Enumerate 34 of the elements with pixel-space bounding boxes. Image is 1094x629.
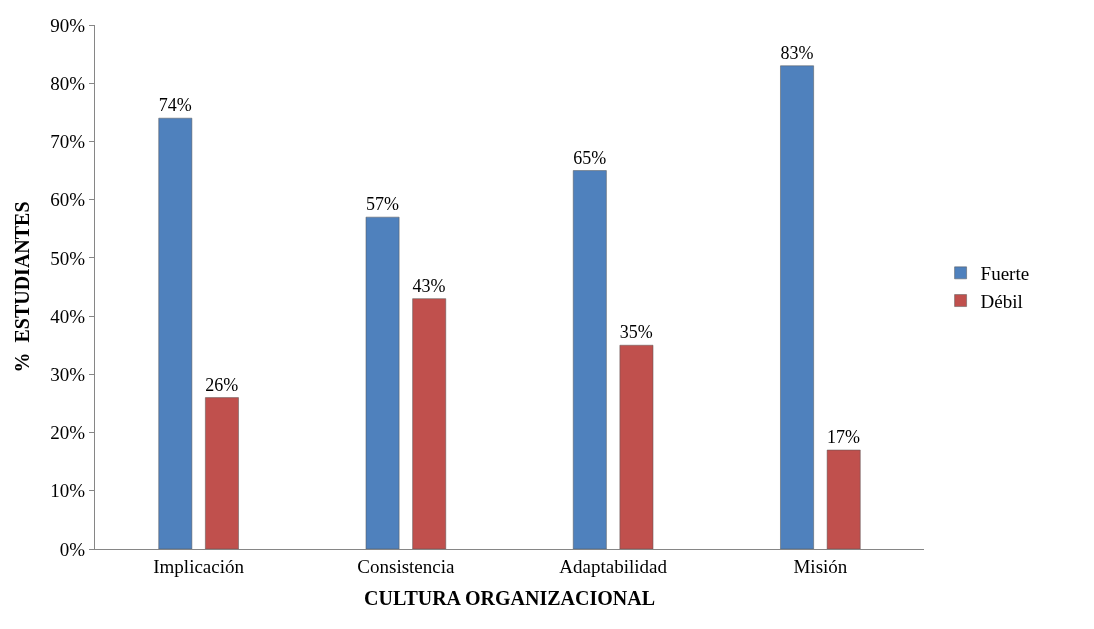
bar [365,216,400,549]
data-label: 74% [158,95,192,116]
bar [619,344,654,549]
bar [158,117,193,549]
x-tick-label: Implicación [153,555,245,577]
y-tick-label: 50% [50,247,86,269]
y-tick-label: 70% [50,131,86,153]
bar [780,65,814,549]
legend-label: Fuerte [980,263,1030,285]
y-tick-label: 0% [59,538,86,560]
data-label: 43% [412,275,446,296]
bar [412,298,447,549]
y-tick-label: 40% [50,305,86,327]
y-axis-title: % ESTUDIANTES [10,201,33,373]
y-tick-label: 90% [50,14,86,36]
y-tick-label: 60% [50,189,86,211]
y-tick-label: 20% [50,422,86,444]
data-label: 57% [365,194,399,215]
x-tick-label: Adaptabilidad [559,555,668,577]
x-tick-label: Misión [793,555,848,577]
data-label: 65% [573,147,607,168]
x-tick-label: Consistencia [357,555,455,577]
y-tick-label: 10% [50,480,86,502]
data-label: 35% [619,322,653,343]
y-tick-label: 30% [50,363,86,385]
data-label: 17% [827,427,861,448]
legend-label: Débil [980,290,1023,312]
data-label: 83% [780,42,814,63]
data-label: 26% [205,374,239,395]
x-axis-title: CULTURA ORGANIZACIONAL [364,587,655,610]
bar [572,170,607,549]
y-tick-label: 80% [50,72,86,94]
bar [826,449,861,549]
bar [205,397,239,549]
